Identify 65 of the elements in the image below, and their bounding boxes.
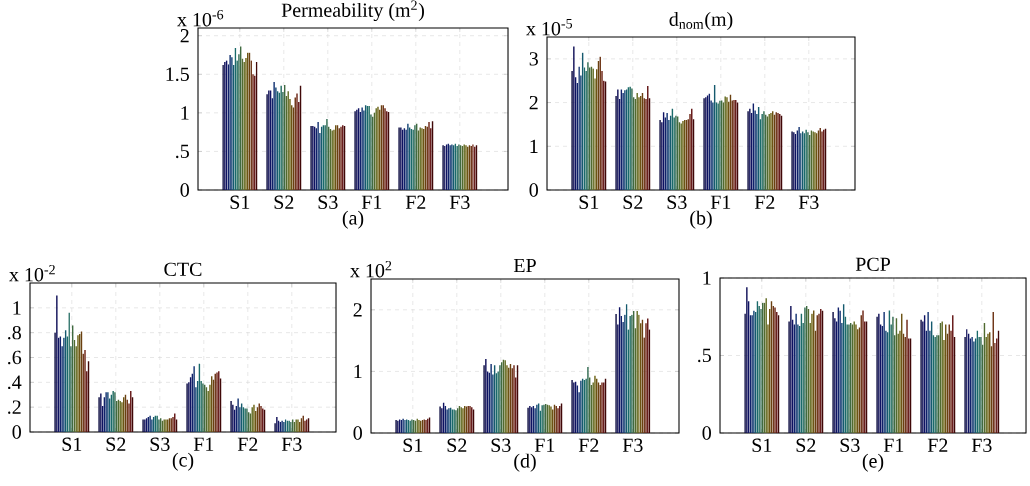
x-tick-label: S3 bbox=[491, 438, 511, 453]
x-tick-label: F3 bbox=[798, 195, 819, 210]
y-tick-label: 0 bbox=[702, 426, 711, 440]
x-tick-label: S1 bbox=[579, 195, 599, 210]
x-tick-label: F3 bbox=[971, 438, 992, 453]
y-tick-label: .5 bbox=[698, 348, 711, 363]
chart-title: d$_{nom}$(m) bbox=[669, 11, 733, 31]
x-tick-label: S1 bbox=[62, 437, 82, 452]
y-tick-label: 1 bbox=[13, 301, 21, 315]
text: x 10$^{-5}$ bbox=[526, 19, 573, 36]
x-tick-label: F2 bbox=[237, 437, 258, 451]
chart-title: Permeability (m$^{2}$) bbox=[281, 0, 424, 22]
text: x 10$^{2}$ bbox=[350, 260, 392, 278]
x-axis-title: (b) bbox=[690, 210, 712, 229]
y-tick-label: 1.5 bbox=[166, 67, 189, 82]
x-tick-label: F3 bbox=[449, 195, 470, 210]
y-tick-label: 0 bbox=[353, 426, 362, 440]
x-tick-label: S2 bbox=[106, 437, 126, 452]
y-tick-label: 2 bbox=[180, 29, 189, 43]
x-tick-label: F2 bbox=[578, 438, 599, 452]
x-tick-label: S1 bbox=[403, 438, 423, 453]
x-axis-title: (e) bbox=[862, 453, 884, 472]
y-tick-label: 1 bbox=[530, 139, 538, 153]
text: x 10$^{-6}$ bbox=[177, 9, 224, 27]
text: x 10$^{-2}$ bbox=[9, 264, 55, 282]
chart-title: EP bbox=[513, 258, 536, 273]
x-tick-label: F1 bbox=[534, 438, 555, 452]
x-tick-label: F2 bbox=[754, 195, 775, 209]
y-tick-label: 0 bbox=[180, 183, 189, 197]
y-tick-label: 1 bbox=[354, 364, 362, 378]
y-tick-label: .4 bbox=[8, 375, 22, 390]
y-tick-label: 2 bbox=[529, 95, 538, 110]
x-tick-label: S1 bbox=[752, 438, 772, 453]
y-tick-label: 3 bbox=[529, 52, 538, 66]
x-tick-label: F1 bbox=[193, 437, 214, 451]
y-tick-label: .5 bbox=[176, 144, 189, 159]
x-tick-label: S2 bbox=[447, 438, 467, 453]
x-tick-label: S3 bbox=[150, 437, 170, 452]
x-tick-label: F3 bbox=[622, 438, 643, 453]
x-tick-label: F3 bbox=[281, 437, 302, 452]
y-tick-label: 2 bbox=[353, 303, 362, 317]
y-tick-label: .6 bbox=[8, 350, 22, 365]
chart-title: PCP bbox=[855, 257, 890, 272]
x-tick-label: S2 bbox=[796, 438, 816, 453]
x-axis-title: (c) bbox=[172, 452, 194, 471]
x-tick-label: S3 bbox=[840, 438, 860, 453]
y-tick-label: 1 bbox=[181, 106, 189, 120]
x-tick-label: S3 bbox=[318, 195, 338, 210]
y-tick-label: 0 bbox=[12, 425, 21, 439]
y-tick-label: 1 bbox=[703, 271, 711, 285]
y-tick-label: 0 bbox=[529, 183, 538, 197]
x-tick-label: S2 bbox=[623, 195, 643, 210]
x-tick-label: F2 bbox=[405, 195, 426, 209]
x-tick-label: F1 bbox=[883, 438, 904, 452]
x-tick-label: S2 bbox=[274, 195, 294, 210]
x-tick-label: F1 bbox=[361, 195, 382, 209]
y-tick-label: .8 bbox=[8, 325, 21, 340]
x-axis-title: (a) bbox=[342, 210, 364, 229]
x-tick-label: F1 bbox=[710, 195, 731, 209]
y-tick-label: .2 bbox=[8, 400, 21, 414]
x-axis-title: (d) bbox=[514, 453, 536, 472]
x-tick-label: S1 bbox=[230, 195, 250, 210]
chart-title: CTC bbox=[164, 262, 202, 277]
x-tick-label: F2 bbox=[927, 438, 948, 452]
x-tick-label: S3 bbox=[667, 195, 687, 210]
